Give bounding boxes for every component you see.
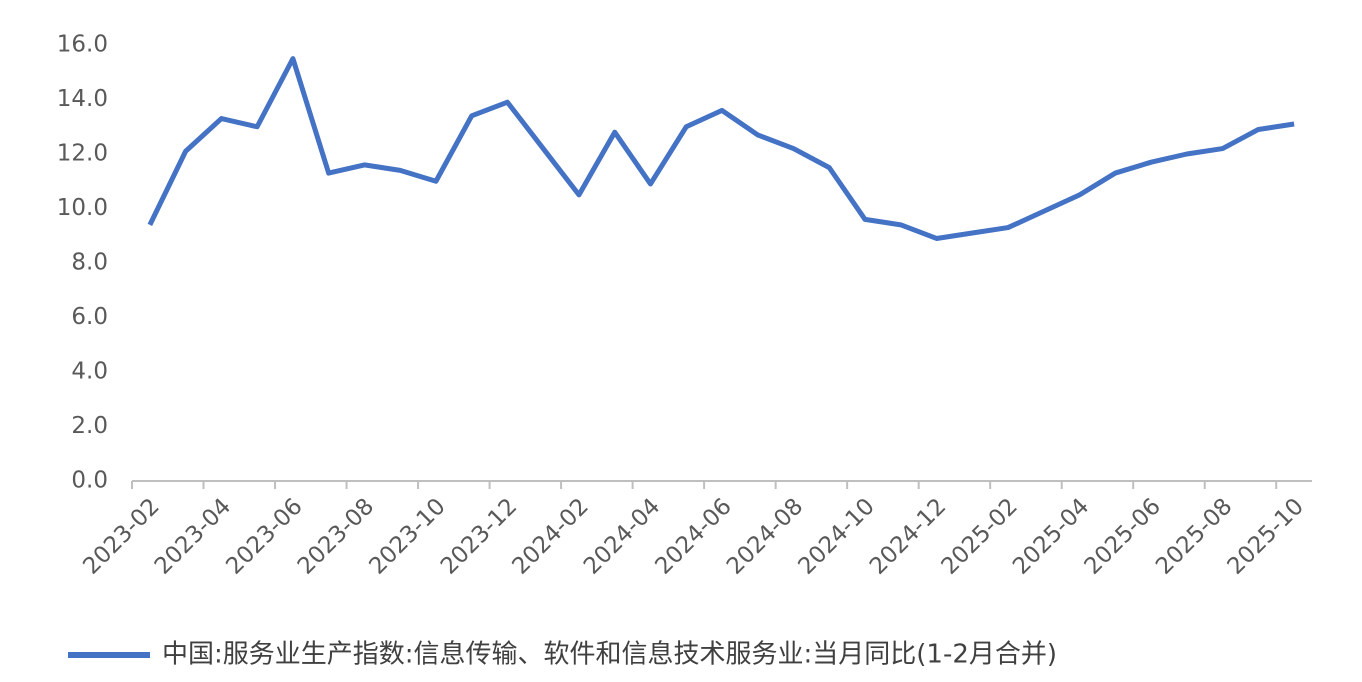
x-tick-label: 2023-12 [436,493,522,579]
x-tick-label: 2025-06 [1080,493,1166,579]
data-line [147,56,1295,241]
legend-label: 中国:服务业生产指数:信息传输、软件和信息技术服务业:当月同比(1-2月合并) [162,640,1057,670]
x-tick-label: 2025-08 [1151,493,1237,579]
x-tick-label: 2023-02 [78,493,164,579]
y-tick-label: 12.0 [57,141,108,167]
y-tick-label: 2.0 [71,413,108,439]
x-tick-label: 2023-04 [150,493,236,579]
y-tick-label: 8.0 [71,250,108,276]
x-tick-label: 2023-06 [221,493,307,579]
y-tick-label: 10.0 [57,195,108,221]
y-tick-label: 16.0 [57,32,108,58]
x-tick-label: 2024-12 [865,493,951,579]
y-tick-label: 0.0 [71,468,108,494]
x-tick-label: 2025-04 [1008,493,1094,579]
x-tick-label: 2024-02 [507,493,593,579]
x-tick-label: 2024-08 [722,493,808,579]
x-tick-label: 2024-10 [794,493,880,579]
y-tick-label: 6.0 [71,304,108,330]
x-tick-label: 2023-08 [293,493,379,579]
x-tick-label: 2024-06 [650,493,736,579]
x-tick-label: 2025-02 [937,493,1023,579]
x-tick-label: 2024-04 [579,493,665,579]
y-tick-label: 4.0 [71,359,108,385]
x-tick-label: 2025-10 [1223,493,1309,579]
y-tick-label: 14.0 [57,86,108,112]
x-tick-label: 2023-10 [364,493,450,579]
